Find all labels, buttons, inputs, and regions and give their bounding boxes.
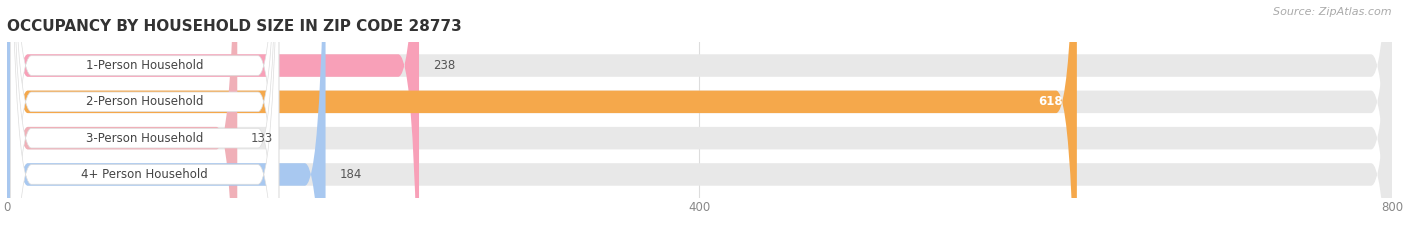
FancyBboxPatch shape (7, 0, 419, 233)
FancyBboxPatch shape (7, 0, 1077, 233)
FancyBboxPatch shape (7, 0, 238, 233)
Text: 618: 618 (1039, 95, 1063, 108)
Text: 184: 184 (339, 168, 361, 181)
FancyBboxPatch shape (7, 0, 1392, 233)
Text: 2-Person Household: 2-Person Household (86, 95, 204, 108)
FancyBboxPatch shape (7, 0, 1392, 233)
FancyBboxPatch shape (7, 0, 326, 233)
Text: 133: 133 (252, 132, 273, 145)
Text: 238: 238 (433, 59, 456, 72)
Text: 1-Person Household: 1-Person Household (86, 59, 204, 72)
FancyBboxPatch shape (7, 0, 1392, 233)
FancyBboxPatch shape (10, 0, 278, 233)
FancyBboxPatch shape (10, 0, 278, 233)
FancyBboxPatch shape (10, 0, 278, 233)
FancyBboxPatch shape (7, 0, 1392, 233)
FancyBboxPatch shape (10, 0, 278, 233)
Text: 4+ Person Household: 4+ Person Household (82, 168, 208, 181)
Text: 3-Person Household: 3-Person Household (86, 132, 204, 145)
Text: OCCUPANCY BY HOUSEHOLD SIZE IN ZIP CODE 28773: OCCUPANCY BY HOUSEHOLD SIZE IN ZIP CODE … (7, 19, 461, 34)
Text: Source: ZipAtlas.com: Source: ZipAtlas.com (1274, 7, 1392, 17)
